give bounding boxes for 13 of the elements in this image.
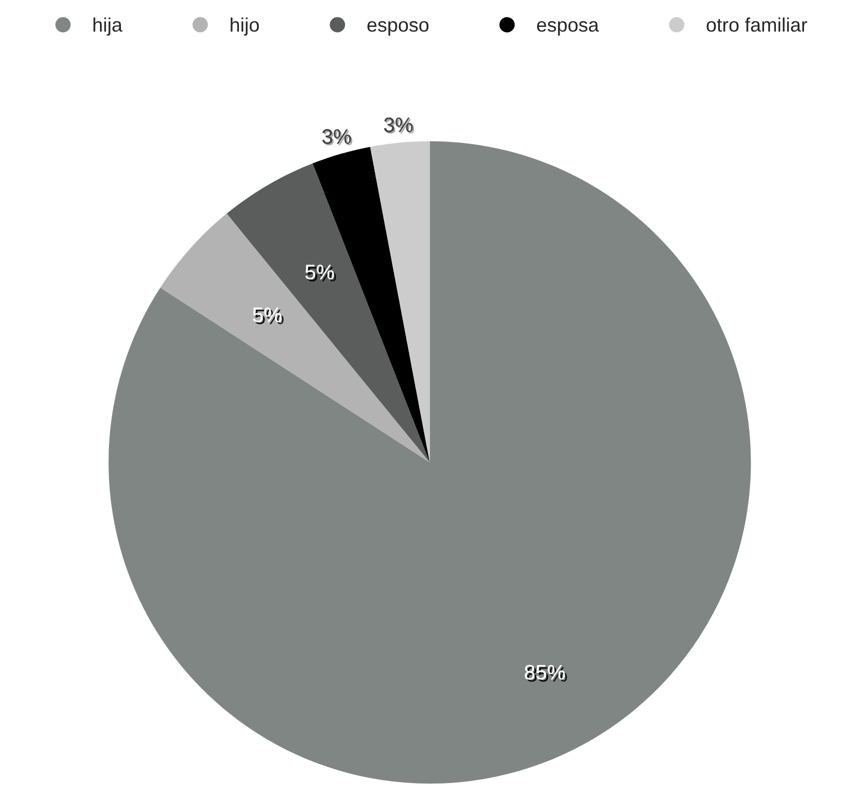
data-label: 3% [384,117,414,134]
legend-label: hija [94,18,122,36]
pie-slice [226,163,430,462]
legend-label: esposo [367,21,428,36]
legend-label: otro familiar [706,18,808,32]
data-label: 5% [252,308,284,324]
legend-label: hijo [230,18,259,36]
pie-slice [370,141,430,462]
data-label: 85% [524,664,567,682]
pie-slice [160,214,430,462]
legend-label: esposa [537,21,599,36]
data-label: 5% [305,264,336,282]
data-label: 3% [322,129,352,146]
